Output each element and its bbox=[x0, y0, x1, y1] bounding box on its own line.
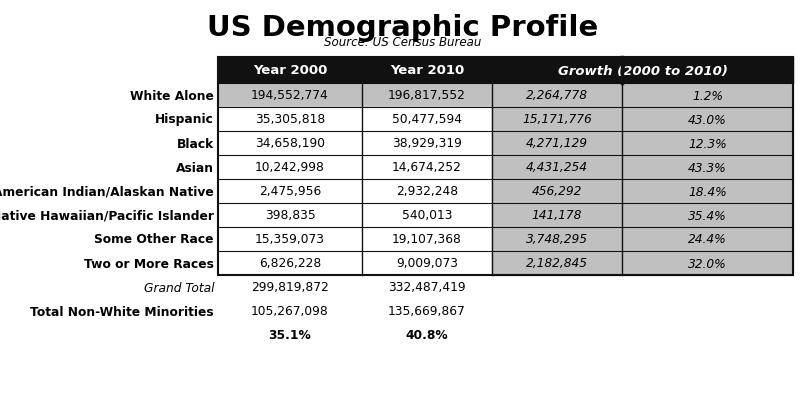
Text: Native Hawaiian/Pacific Islander: Native Hawaiian/Pacific Islander bbox=[0, 209, 214, 222]
Text: Year 2010: Year 2010 bbox=[390, 64, 464, 77]
Text: 43.3%: 43.3% bbox=[688, 161, 727, 174]
Text: 332,487,419: 332,487,419 bbox=[388, 281, 466, 294]
Text: Two or More Races: Two or More Races bbox=[84, 257, 214, 270]
Bar bbox=[218, 180, 492, 204]
Bar bbox=[218, 132, 492, 156]
Text: 299,819,872: 299,819,872 bbox=[251, 281, 329, 294]
Text: 141,178: 141,178 bbox=[532, 209, 582, 222]
Text: 194,552,774: 194,552,774 bbox=[251, 89, 329, 102]
Text: Year 2000: Year 2000 bbox=[253, 64, 327, 77]
Bar bbox=[492, 156, 793, 180]
Text: 50,477,594: 50,477,594 bbox=[392, 113, 462, 126]
Text: 2,182,845: 2,182,845 bbox=[526, 257, 588, 270]
Text: US Demographic Profile: US Demographic Profile bbox=[207, 14, 599, 42]
Text: 43.0%: 43.0% bbox=[688, 113, 727, 126]
Text: 456,292: 456,292 bbox=[532, 185, 582, 198]
Bar bbox=[492, 180, 793, 204]
Text: 14,674,252: 14,674,252 bbox=[392, 161, 462, 174]
Bar bbox=[218, 58, 793, 275]
Text: 135,669,867: 135,669,867 bbox=[388, 305, 466, 318]
Text: 6,826,228: 6,826,228 bbox=[259, 257, 321, 270]
Bar bbox=[492, 108, 793, 132]
Text: American Indian/Alaskan Native: American Indian/Alaskan Native bbox=[0, 185, 214, 198]
Text: 105,267,098: 105,267,098 bbox=[251, 305, 329, 318]
Text: 2,264,778: 2,264,778 bbox=[526, 89, 588, 102]
Text: 1.2%: 1.2% bbox=[692, 89, 723, 102]
Text: 3,748,295: 3,748,295 bbox=[526, 233, 588, 246]
Bar bbox=[492, 204, 793, 228]
Text: 540,013: 540,013 bbox=[401, 209, 452, 222]
Text: Asian: Asian bbox=[176, 161, 214, 174]
Text: 9,009,073: 9,009,073 bbox=[396, 257, 458, 270]
Text: White Alone: White Alone bbox=[130, 89, 214, 102]
Text: 2,475,956: 2,475,956 bbox=[259, 185, 321, 198]
Text: 35.4%: 35.4% bbox=[688, 209, 727, 222]
Text: 12.3%: 12.3% bbox=[688, 137, 727, 150]
Bar bbox=[218, 84, 492, 108]
Bar bbox=[492, 252, 793, 275]
Text: Grand Total: Grand Total bbox=[143, 281, 214, 294]
Text: 18.4%: 18.4% bbox=[688, 185, 727, 198]
Text: Source: US Census Bureau: Source: US Census Bureau bbox=[324, 36, 482, 49]
Bar bbox=[492, 228, 793, 252]
Bar bbox=[218, 58, 793, 84]
Text: Total Non-White Minorities: Total Non-White Minorities bbox=[31, 305, 214, 318]
Text: 10,242,998: 10,242,998 bbox=[255, 161, 325, 174]
Text: 34,658,190: 34,658,190 bbox=[255, 137, 325, 150]
Bar bbox=[492, 132, 793, 156]
Text: Some Other Race: Some Other Race bbox=[94, 233, 214, 246]
Text: 40.8%: 40.8% bbox=[405, 329, 448, 342]
Text: Black: Black bbox=[177, 137, 214, 150]
Text: 24.4%: 24.4% bbox=[688, 233, 727, 246]
Text: 4,431,254: 4,431,254 bbox=[526, 161, 588, 174]
Text: Hispanic: Hispanic bbox=[155, 113, 214, 126]
Text: 19,107,368: 19,107,368 bbox=[392, 233, 462, 246]
Text: 38,929,319: 38,929,319 bbox=[392, 137, 462, 150]
Bar bbox=[218, 156, 492, 180]
Bar bbox=[218, 108, 492, 132]
Text: Growth (2000 to 2010): Growth (2000 to 2010) bbox=[558, 64, 728, 77]
Text: 32.0%: 32.0% bbox=[688, 257, 727, 270]
Text: 398,835: 398,835 bbox=[264, 209, 315, 222]
Text: 196,817,552: 196,817,552 bbox=[388, 89, 466, 102]
Bar bbox=[492, 84, 793, 108]
Bar bbox=[218, 252, 492, 275]
Text: 2,932,248: 2,932,248 bbox=[396, 185, 458, 198]
Text: 35.1%: 35.1% bbox=[268, 329, 311, 342]
Text: 15,359,073: 15,359,073 bbox=[255, 233, 325, 246]
Text: 35,305,818: 35,305,818 bbox=[255, 113, 325, 126]
Text: 4,271,129: 4,271,129 bbox=[526, 137, 588, 150]
Bar bbox=[218, 204, 492, 228]
Bar bbox=[218, 228, 492, 252]
Text: 15,171,776: 15,171,776 bbox=[522, 113, 592, 126]
